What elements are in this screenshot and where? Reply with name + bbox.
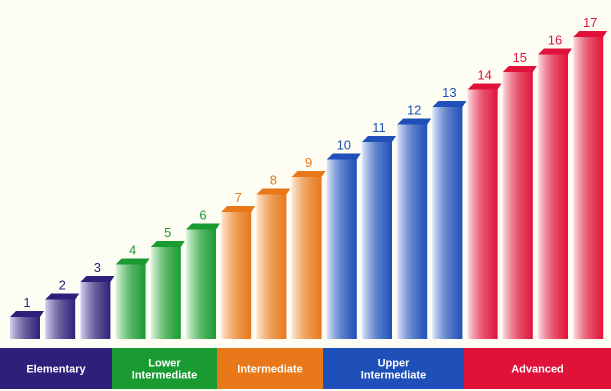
- bar-front: [221, 212, 252, 339]
- bar-top: [538, 48, 572, 55]
- bar-level-5: [150, 241, 185, 339]
- band-label: Intermediate: [132, 370, 197, 382]
- bar-front: [432, 107, 463, 339]
- bar-front: [362, 142, 392, 339]
- bar-front: [80, 282, 111, 339]
- level-label-7: 7: [235, 190, 242, 205]
- bar-level-2: [45, 293, 80, 339]
- level-label-10: 10: [337, 138, 351, 153]
- bar-front: [573, 37, 604, 339]
- level-label-17: 17: [583, 15, 597, 30]
- level-label-12: 12: [407, 103, 421, 118]
- bar-top: [80, 276, 115, 282]
- bar-level-9: [291, 171, 326, 339]
- level-label-1: 1: [23, 295, 30, 310]
- bar-level-15: [502, 66, 537, 339]
- bar-front: [326, 159, 357, 339]
- bar-front: [397, 124, 428, 339]
- bar-level-10: [326, 153, 361, 339]
- bar-top: [10, 311, 44, 317]
- bar-top: [432, 101, 467, 107]
- bar-front: [502, 72, 533, 339]
- level-label-9: 9: [305, 155, 312, 170]
- bar-front: [256, 194, 287, 339]
- bar-level-1: [10, 311, 44, 339]
- level-label-13: 13: [442, 85, 456, 100]
- level-label-5: 5: [164, 225, 171, 240]
- band-label: Lower: [148, 358, 181, 370]
- level-label-8: 8: [270, 173, 277, 188]
- bar-top: [362, 136, 396, 142]
- bar-top: [291, 171, 326, 177]
- bar-level-14: [467, 83, 502, 339]
- bar-level-8: [256, 188, 291, 339]
- bar-top: [467, 83, 502, 90]
- bar-front: [538, 54, 568, 339]
- band-label: Advanced: [511, 364, 564, 376]
- bar-top: [115, 258, 150, 265]
- level-label-15: 15: [513, 50, 527, 65]
- bar-level-11: [362, 136, 396, 339]
- bar-top: [326, 153, 361, 160]
- band-label: Elementary: [26, 364, 86, 376]
- band-elementary: [0, 348, 112, 389]
- bar-front: [186, 229, 216, 339]
- bar-top: [45, 293, 80, 300]
- bar-top: [502, 66, 537, 72]
- band-lower-intermediate: [112, 348, 217, 389]
- bar-top: [186, 223, 220, 230]
- level-label-4: 4: [129, 243, 136, 258]
- bar-level-4: [115, 258, 150, 339]
- bar-front: [115, 264, 146, 339]
- bar-level-3: [80, 276, 115, 339]
- bar-level-17: [573, 31, 608, 339]
- bar-front: [150, 247, 181, 339]
- level-label-14: 14: [477, 68, 491, 83]
- band-label: Intermediate: [237, 364, 302, 376]
- bar-front: [10, 317, 40, 339]
- bar-top: [150, 241, 185, 247]
- bar-top: [573, 31, 608, 37]
- level-label-2: 2: [59, 278, 66, 293]
- bar-front: [45, 299, 76, 339]
- band-label: Upper: [378, 358, 411, 370]
- bar-top: [221, 206, 256, 212]
- band-upper-intermediate: [323, 348, 464, 389]
- bar-front: [291, 177, 322, 339]
- band-intermediate: [217, 348, 323, 389]
- band-label: Intermediate: [361, 370, 426, 382]
- band-advanced: [464, 348, 611, 389]
- level-label-16: 16: [548, 33, 562, 48]
- bar-top: [397, 118, 432, 125]
- level-label-11: 11: [372, 120, 386, 135]
- bar-top: [256, 188, 291, 195]
- bar-level-13: [432, 101, 467, 339]
- bar-front: [467, 89, 498, 339]
- bar-level-6: [186, 223, 220, 339]
- level-label-6: 6: [199, 208, 206, 223]
- bar-level-16: [538, 48, 572, 339]
- level-label-3: 3: [94, 260, 101, 275]
- bar-level-12: [397, 118, 432, 339]
- bar-level-7: [221, 206, 256, 339]
- bars-layer: [10, 31, 608, 339]
